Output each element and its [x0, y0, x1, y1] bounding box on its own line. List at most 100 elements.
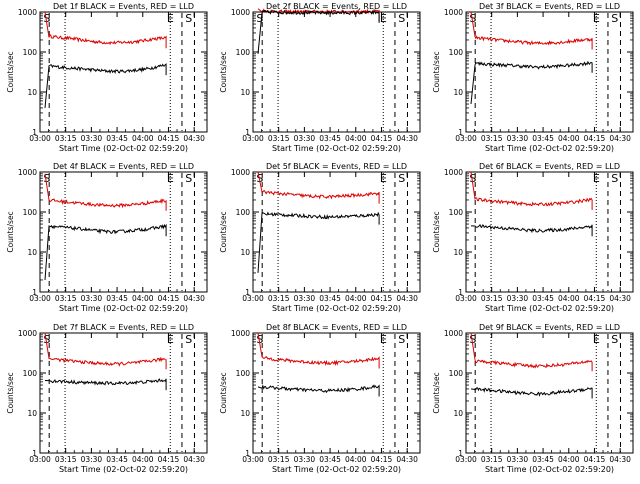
y-tick-label: 100 [449, 208, 464, 217]
y-axis-label: Counts/sec [219, 372, 228, 413]
series-line-events [257, 211, 380, 273]
plot-title: Det 9f BLACK = Events, RED = LLD [479, 323, 620, 332]
y-tick-label: 100 [23, 369, 38, 378]
y-tick-label: 100 [449, 48, 464, 57]
x-tick-label: 04:00 [132, 294, 154, 303]
x-tick-label: 04:15 [158, 134, 180, 143]
y-axis-label: Counts/sec [6, 211, 15, 252]
time-marker-label: E [380, 12, 387, 25]
y-tick-label: 1000 [231, 329, 250, 338]
plot-frame [39, 11, 208, 133]
x-tick-label: 03:15 [481, 455, 503, 464]
time-marker-label: S [43, 333, 50, 346]
time-marker-label: S [398, 12, 405, 25]
series-line-lld [44, 11, 167, 49]
y-tick-label: 100 [236, 208, 251, 217]
plot-title: Det 1f BLACK = Events, RED = LLD [53, 2, 194, 11]
series-line-events [470, 223, 593, 237]
x-tick-label: 03:30 [81, 455, 103, 464]
x-tick-label: 04:15 [584, 134, 606, 143]
y-axis-label: Counts/sec [219, 51, 228, 92]
x-tick-label: 04:30 [183, 455, 205, 464]
plot-panel: Det 2f BLACK = Events, RED = LLD 1 10 100 10… [219, 2, 421, 153]
series-line-events [470, 60, 593, 105]
x-tick-label: 03:00 [242, 455, 264, 464]
x-tick-label: 03:30 [81, 294, 103, 303]
plot-frame [252, 171, 421, 293]
x-tick-label: 04:30 [609, 134, 631, 143]
plot-title: Det 7f BLACK = Events, RED = LLD [53, 323, 194, 332]
plot-title: Det 2f BLACK = Events, RED = LLD [266, 2, 407, 11]
x-tick-label: 04:15 [158, 294, 180, 303]
y-tick-label: 10 [240, 248, 250, 257]
x-tick-label: 03:15 [55, 134, 77, 143]
x-tick-label: 03:45 [319, 294, 341, 303]
x-axis-label: Start Time (02-Oct-02 02:59:20) [485, 304, 614, 313]
y-tick-label: 1000 [231, 168, 250, 177]
plot-title: Det 5f BLACK = Events, RED = LLD [266, 162, 407, 171]
y-tick-label: 10 [453, 409, 463, 418]
y-tick-label: 1 [32, 128, 37, 137]
y-tick-label: 1000 [18, 8, 37, 17]
y-tick-label: 100 [236, 369, 251, 378]
time-marker-label: E [593, 172, 600, 185]
y-tick-label: 1000 [18, 168, 37, 177]
y-tick-label: 1000 [444, 8, 463, 17]
x-tick-label: 04:00 [132, 134, 154, 143]
x-tick-label: 04:00 [345, 134, 367, 143]
x-tick-label: 03:15 [481, 294, 503, 303]
y-tick-label: 1 [458, 449, 463, 458]
series-line-lld [470, 332, 593, 372]
x-tick-label: 04:15 [371, 134, 393, 143]
y-tick-label: 100 [23, 48, 38, 57]
y-tick-label: 1 [245, 288, 250, 297]
x-tick-label: 04:15 [371, 294, 393, 303]
y-tick-label: 10 [240, 88, 250, 97]
y-tick-label: 1000 [18, 329, 37, 338]
x-axis-label: Start Time (02-Oct-02 02:59:20) [485, 144, 614, 153]
time-marker-label: S [398, 333, 405, 346]
y-tick-label: 10 [27, 88, 37, 97]
y-tick-label: 1000 [231, 8, 250, 17]
x-tick-label: 03:45 [106, 455, 128, 464]
x-tick-label: 04:15 [371, 455, 393, 464]
x-tick-label: 03:15 [268, 134, 290, 143]
series-line-lld [44, 332, 167, 370]
y-tick-label: 1 [458, 288, 463, 297]
x-tick-label: 04:00 [558, 294, 580, 303]
x-axis-label: Start Time (02-Oct-02 02:59:20) [59, 465, 188, 474]
x-tick-label: 03:00 [242, 294, 264, 303]
time-marker-label: E [380, 333, 387, 346]
plot-frame [252, 332, 421, 454]
time-marker-label: S [469, 333, 476, 346]
series-line-events [44, 378, 167, 391]
x-tick-label: 04:30 [183, 134, 205, 143]
plot-frame [465, 332, 634, 454]
y-tick-label: 100 [236, 48, 251, 57]
time-marker-label: S [43, 12, 50, 25]
x-tick-label: 03:15 [55, 294, 77, 303]
y-axis-label: Counts/sec [6, 372, 15, 413]
y-tick-label: 1000 [444, 329, 463, 338]
y-axis-label: Counts/sec [219, 211, 228, 252]
x-tick-label: 04:30 [609, 294, 631, 303]
x-axis-label: Start Time (02-Oct-02 02:59:20) [485, 465, 614, 474]
x-tick-label: 03:00 [29, 294, 51, 303]
x-tick-label: 04:00 [132, 455, 154, 464]
time-marker-label: S [185, 12, 192, 25]
x-tick-label: 03:00 [29, 455, 51, 464]
plot-panel: Det 7f BLACK = Events, RED = LLD 1 10 100 10… [6, 323, 208, 474]
series-line-events [44, 63, 167, 108]
x-tick-label: 03:00 [455, 134, 477, 143]
x-tick-label: 04:00 [558, 134, 580, 143]
x-tick-label: 04:15 [584, 455, 606, 464]
x-tick-label: 03:30 [507, 134, 529, 143]
x-tick-label: 04:30 [396, 455, 418, 464]
series-line-lld [257, 8, 380, 22]
x-tick-label: 03:30 [81, 134, 103, 143]
series-line-lld [257, 332, 380, 369]
plot-panel: Det 9f BLACK = Events, RED = LLD 1 10 100 10… [432, 323, 634, 474]
y-tick-label: 1000 [444, 168, 463, 177]
y-tick-label: 10 [453, 88, 463, 97]
